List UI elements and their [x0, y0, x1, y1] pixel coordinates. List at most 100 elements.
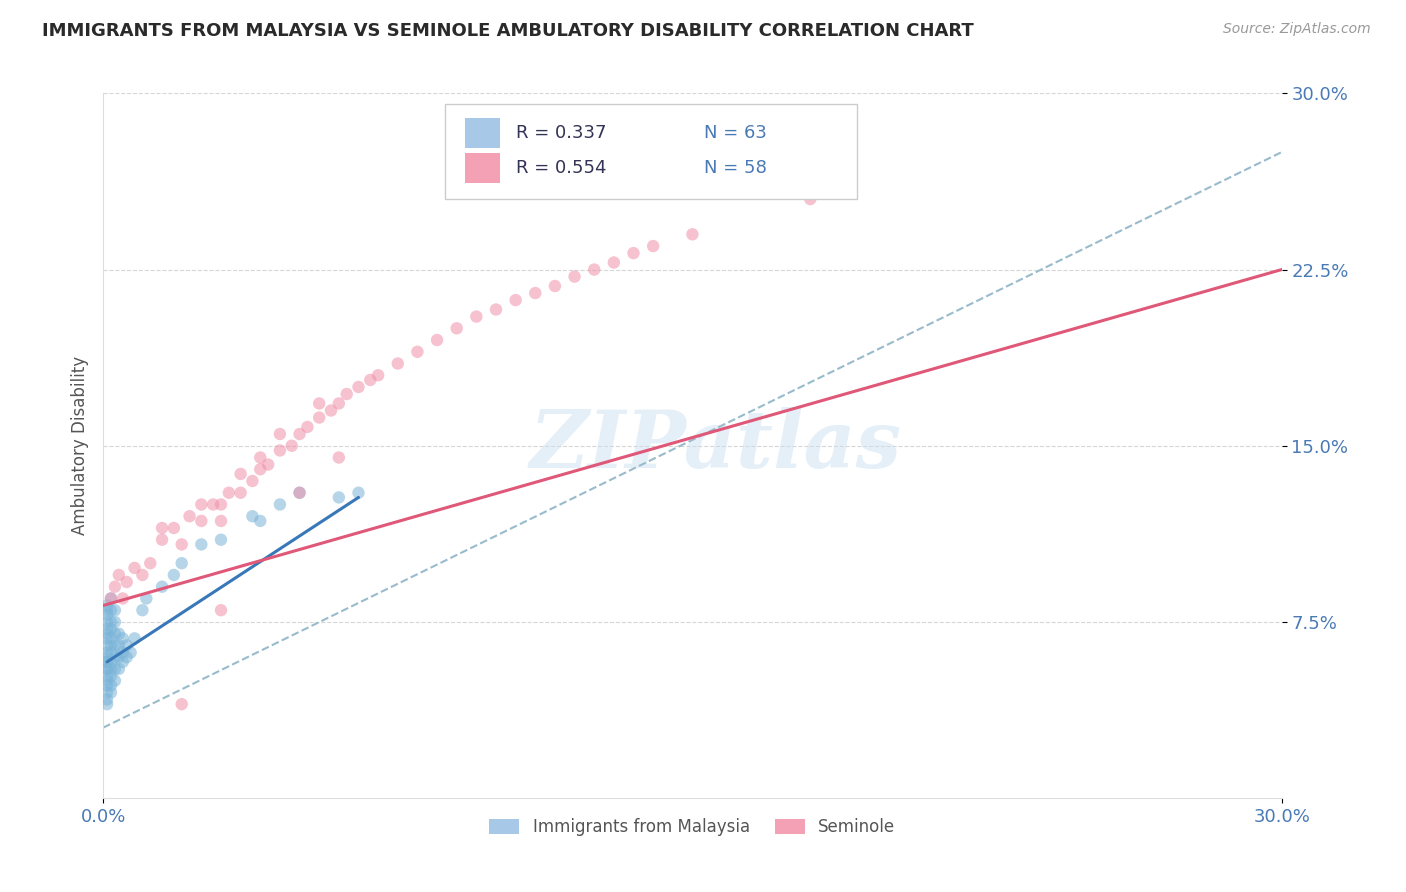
Point	[269, 427, 291, 442]
Point	[96, 622, 118, 636]
Point	[249, 450, 271, 465]
Point	[104, 603, 127, 617]
Point	[124, 561, 146, 575]
Point	[170, 697, 193, 711]
Point	[96, 599, 118, 613]
Point	[524, 286, 547, 301]
Point	[681, 227, 703, 242]
Point	[96, 678, 118, 692]
Point	[209, 514, 232, 528]
Point	[799, 192, 821, 206]
Point	[387, 357, 409, 371]
Point	[96, 626, 118, 640]
Point	[100, 685, 122, 699]
Point	[100, 632, 122, 646]
Point	[229, 467, 252, 481]
Point	[288, 485, 311, 500]
Point	[120, 645, 142, 659]
Point	[100, 645, 122, 659]
FancyBboxPatch shape	[465, 153, 501, 183]
Point	[104, 673, 127, 688]
Point	[135, 591, 157, 606]
Point	[347, 380, 370, 394]
Point	[96, 697, 118, 711]
Point	[96, 650, 118, 665]
Point	[190, 537, 212, 551]
Point	[111, 655, 134, 669]
Point	[108, 662, 131, 676]
Point	[280, 439, 302, 453]
Point	[328, 450, 350, 465]
Point	[446, 321, 468, 335]
Point	[100, 678, 122, 692]
Point	[190, 514, 212, 528]
Text: N = 63: N = 63	[704, 124, 768, 142]
Point	[288, 485, 311, 500]
Y-axis label: Ambulatory Disability: Ambulatory Disability	[72, 356, 89, 535]
Point	[96, 662, 118, 676]
Point	[209, 533, 232, 547]
Point	[328, 491, 350, 505]
Point	[209, 603, 232, 617]
Point	[249, 462, 271, 476]
Point	[124, 632, 146, 646]
FancyBboxPatch shape	[444, 104, 858, 199]
Point	[465, 310, 488, 324]
Point	[131, 568, 153, 582]
Point	[242, 509, 264, 524]
Text: ZIPatlas: ZIPatlas	[530, 407, 903, 484]
Point	[100, 591, 122, 606]
Point	[104, 580, 127, 594]
Point	[104, 650, 127, 665]
Point	[359, 373, 381, 387]
Point	[100, 622, 122, 636]
Point	[100, 603, 122, 617]
Text: N = 58: N = 58	[704, 159, 768, 178]
Point	[485, 302, 508, 317]
Point	[96, 692, 118, 706]
Point	[426, 333, 449, 347]
Point	[96, 655, 118, 669]
Point	[104, 615, 127, 629]
Point	[111, 632, 134, 646]
Point	[347, 485, 370, 500]
Point	[150, 580, 173, 594]
Point	[96, 632, 118, 646]
Text: R = 0.554: R = 0.554	[516, 159, 606, 178]
Point	[564, 269, 586, 284]
Point	[179, 509, 201, 524]
Point	[623, 246, 645, 260]
Point	[96, 615, 118, 629]
Point	[111, 591, 134, 606]
Point	[544, 279, 567, 293]
Point	[96, 669, 118, 683]
Point	[269, 498, 291, 512]
Point	[308, 396, 330, 410]
Point	[505, 293, 527, 307]
Point	[202, 498, 225, 512]
Point	[190, 498, 212, 512]
Point	[242, 474, 264, 488]
Point	[108, 626, 131, 640]
Point	[108, 568, 131, 582]
Point	[170, 556, 193, 570]
Point	[288, 427, 311, 442]
Text: IMMIGRANTS FROM MALAYSIA VS SEMINOLE AMBULATORY DISABILITY CORRELATION CHART: IMMIGRANTS FROM MALAYSIA VS SEMINOLE AMB…	[42, 22, 974, 40]
Point	[100, 639, 122, 653]
Text: Source: ZipAtlas.com: Source: ZipAtlas.com	[1223, 22, 1371, 37]
Point	[111, 645, 134, 659]
Point	[100, 662, 122, 676]
Point	[115, 574, 138, 589]
Point	[96, 673, 118, 688]
Point	[229, 485, 252, 500]
Point	[269, 443, 291, 458]
Point	[583, 262, 606, 277]
Point	[367, 368, 389, 383]
Point	[108, 650, 131, 665]
Point	[209, 498, 232, 512]
Point	[104, 662, 127, 676]
Point	[96, 655, 118, 669]
Point	[100, 615, 122, 629]
FancyBboxPatch shape	[465, 118, 501, 148]
Point	[170, 537, 193, 551]
